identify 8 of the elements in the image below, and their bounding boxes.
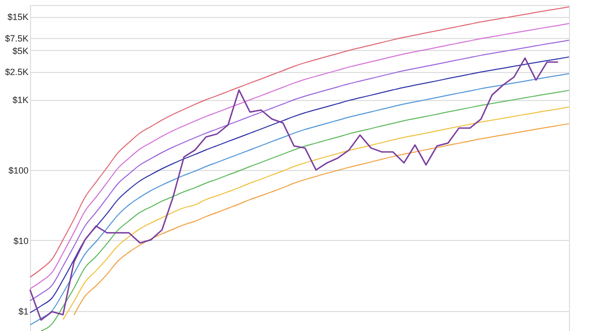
y-tick-label: $5K: [12, 46, 28, 56]
y-tick-label: $1K: [12, 95, 28, 106]
y-tick-label: $1: [18, 306, 28, 316]
y-tick-label: $15K: [7, 12, 28, 22]
y-tick-label: $7.5K: [4, 33, 28, 44]
y-tick-label: $10: [13, 236, 28, 246]
y-tick-label: $2.5K: [4, 67, 28, 78]
y-tick-label: $100: [8, 165, 28, 176]
